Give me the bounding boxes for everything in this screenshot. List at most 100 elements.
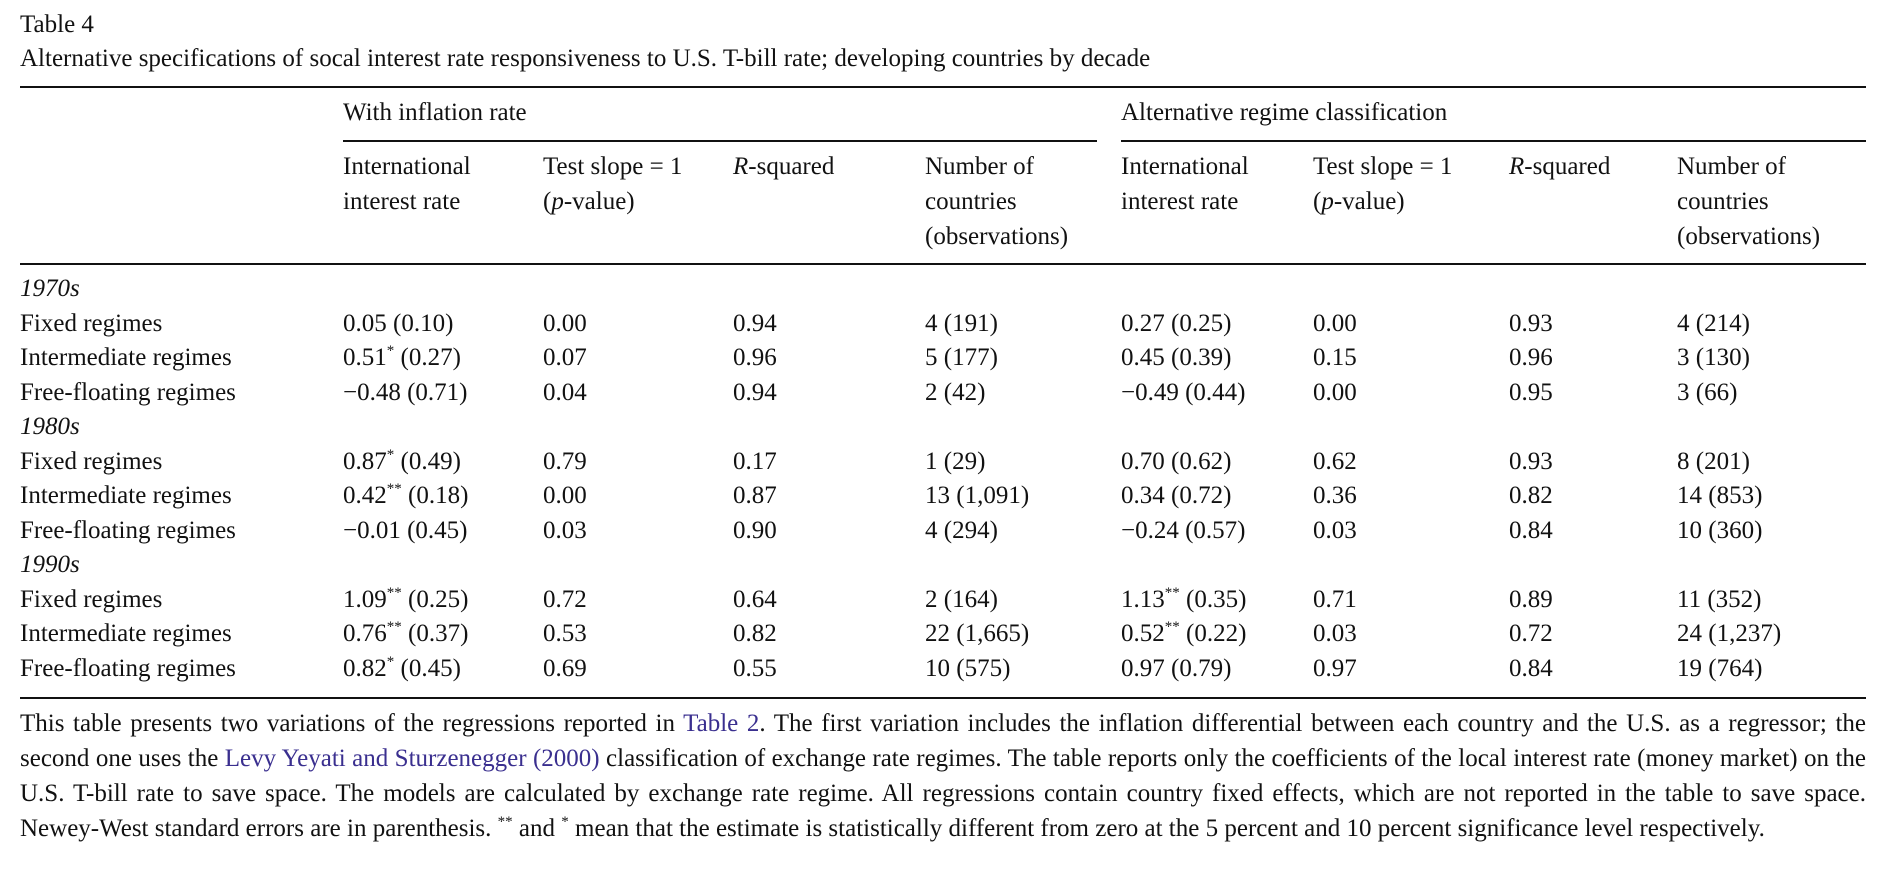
test-slope-cell: 0.79 — [543, 447, 587, 475]
coef-cell: −0.01 (0.45) — [343, 516, 468, 544]
group-rule-alternative — [1121, 140, 1866, 142]
rsquared-cell: 0.64 — [733, 585, 777, 613]
test-slope-cell: 0.97 — [1313, 654, 1357, 682]
coef-cell: 0.70 (0.62) — [1121, 447, 1232, 475]
coef-cell: 0.52** (0.22) — [1121, 619, 1247, 648]
num-countries-cell: 5 (177) — [925, 344, 998, 371]
row-label: Fixed regimes — [20, 309, 163, 337]
rsquared-cell: 0.72 — [1509, 620, 1553, 647]
num-countries-cell: 4 (191) — [925, 309, 998, 337]
num-countries-cell: 19 (764) — [1677, 654, 1763, 682]
test-slope-cell: 0.03 — [1313, 620, 1357, 647]
coef-cell: −0.24 (0.57) — [1121, 516, 1246, 544]
coef-cell: 0.87* (0.49) — [343, 446, 461, 475]
levy-yeyati-link[interactable]: Levy Yeyati and Sturzenegger (2000) — [224, 745, 600, 772]
decade-label: 1980s — [20, 413, 80, 440]
rsquared-cell: 0.82 — [733, 620, 777, 647]
rsquared-cell: 0.89 — [1509, 585, 1553, 613]
row-label: Fixed regimes — [20, 447, 163, 475]
header-bottom-rule — [20, 263, 1866, 265]
rsquared-cell: 0.17 — [733, 447, 777, 475]
rsquared-cell: 0.95 — [1509, 378, 1553, 406]
coef-cell: 0.45 (0.39) — [1121, 344, 1232, 371]
coef-cell: −0.49 (0.44) — [1121, 378, 1246, 406]
table-footnote: This table presents two variations of th… — [20, 710, 1866, 842]
rsquared-cell: 0.94 — [733, 309, 777, 337]
test-slope-cell: 0.62 — [1313, 447, 1357, 475]
coef-cell: 0.82* (0.45) — [343, 653, 461, 682]
num-countries-cell: 1 (29) — [925, 447, 986, 475]
num-countries-cell: 4 (294) — [925, 516, 998, 544]
col-header-num-countries-a: Number of countries (observations) — [925, 153, 1069, 250]
top-rule — [20, 86, 1866, 88]
num-countries-cell: 4 (214) — [1677, 309, 1750, 337]
table2-link[interactable]: Table 2 — [683, 710, 760, 737]
test-slope-cell: 0.00 — [1313, 309, 1357, 337]
test-slope-cell: 0.00 — [543, 309, 587, 337]
rsquared-cell: 0.96 — [733, 344, 777, 371]
num-countries-cell: 3 (130) — [1677, 344, 1750, 371]
num-countries-cell: 10 (360) — [1677, 516, 1763, 544]
coef-cell: 1.13** (0.35) — [1121, 584, 1247, 613]
rsquared-cell: 0.84 — [1509, 516, 1553, 544]
rsquared-cell: 0.82 — [1509, 482, 1553, 509]
test-slope-cell: 0.71 — [1313, 585, 1357, 613]
rsquared-cell: 0.96 — [1509, 344, 1553, 371]
col-header-intl-rate-b: International interest rate — [1121, 153, 1249, 215]
group-header-inflation: With inflation rate — [343, 99, 527, 126]
rsquared-cell: 0.93 — [1509, 309, 1553, 337]
decade-label: 1990s — [20, 551, 80, 578]
coef-cell: 0.27 (0.25) — [1121, 309, 1232, 337]
col-header-rsquared-b: R-squared — [1509, 153, 1611, 180]
coef-cell: 0.34 (0.72) — [1121, 482, 1232, 509]
num-countries-cell: 11 (352) — [1677, 585, 1762, 613]
rsquared-cell: 0.90 — [733, 516, 777, 544]
num-countries-cell: 2 (42) — [925, 378, 986, 406]
test-slope-cell: 0.00 — [543, 482, 587, 509]
coef-cell: 0.51* (0.27) — [343, 343, 461, 372]
row-label: Intermediate regimes — [20, 482, 232, 509]
test-slope-cell: 0.72 — [543, 585, 587, 613]
test-slope-cell: 0.53 — [543, 620, 587, 647]
num-countries-cell: 13 (1,091) — [925, 482, 1030, 509]
row-label: Free-floating regimes — [20, 654, 236, 682]
coef-cell: 0.76** (0.37) — [343, 619, 469, 648]
num-countries-cell: 8 (201) — [1677, 447, 1750, 475]
rsquared-cell: 0.87 — [733, 482, 777, 509]
num-countries-cell: 24 (1,237) — [1677, 620, 1782, 647]
col-header-test-slope-a: Test slope = 1 (p-value) — [543, 153, 683, 215]
test-slope-cell: 0.03 — [543, 516, 587, 544]
test-slope-cell: 0.00 — [1313, 378, 1357, 406]
num-countries-cell: 3 (66) — [1677, 378, 1738, 406]
row-label: Free-floating regimes — [20, 378, 236, 406]
test-slope-cell: 0.03 — [1313, 516, 1357, 544]
group-header-alternative: Alternative regime classification — [1121, 99, 1448, 126]
rsquared-cell: 0.55 — [733, 654, 777, 682]
num-countries-cell: 22 (1,665) — [925, 620, 1030, 647]
row-label: Free-floating regimes — [20, 516, 236, 544]
test-slope-cell: 0.69 — [543, 654, 587, 682]
coef-cell: 1.09** (0.25) — [343, 584, 469, 613]
group-rule-inflation — [343, 140, 1097, 142]
num-countries-cell: 10 (575) — [925, 654, 1011, 682]
table-label: Table 4 — [20, 11, 94, 38]
rsquared-cell: 0.94 — [733, 378, 777, 406]
col-header-intl-rate-a: International interest rate — [343, 153, 471, 215]
num-countries-cell: 14 (853) — [1677, 482, 1763, 509]
col-header-num-countries-b: Number of countries (observations) — [1677, 153, 1821, 250]
row-label: Intermediate regimes — [20, 344, 232, 371]
coef-cell: 0.97 (0.79) — [1121, 654, 1232, 682]
rsquared-cell: 0.93 — [1509, 447, 1553, 475]
coef-cell: −0.48 (0.71) — [343, 378, 468, 406]
test-slope-cell: 0.36 — [1313, 482, 1357, 509]
num-countries-cell: 2 (164) — [925, 585, 998, 613]
test-slope-cell: 0.04 — [543, 378, 587, 406]
coef-cell: 0.42** (0.18) — [343, 481, 469, 510]
col-header-rsquared-a: R-squared — [733, 153, 835, 180]
decade-label: 1970s — [20, 275, 80, 302]
table-caption: Alternative specifications of socal inte… — [20, 45, 1151, 72]
test-slope-cell: 0.15 — [1313, 344, 1357, 371]
coef-cell: 0.05 (0.10) — [343, 309, 454, 337]
row-label: Fixed regimes — [20, 585, 163, 613]
